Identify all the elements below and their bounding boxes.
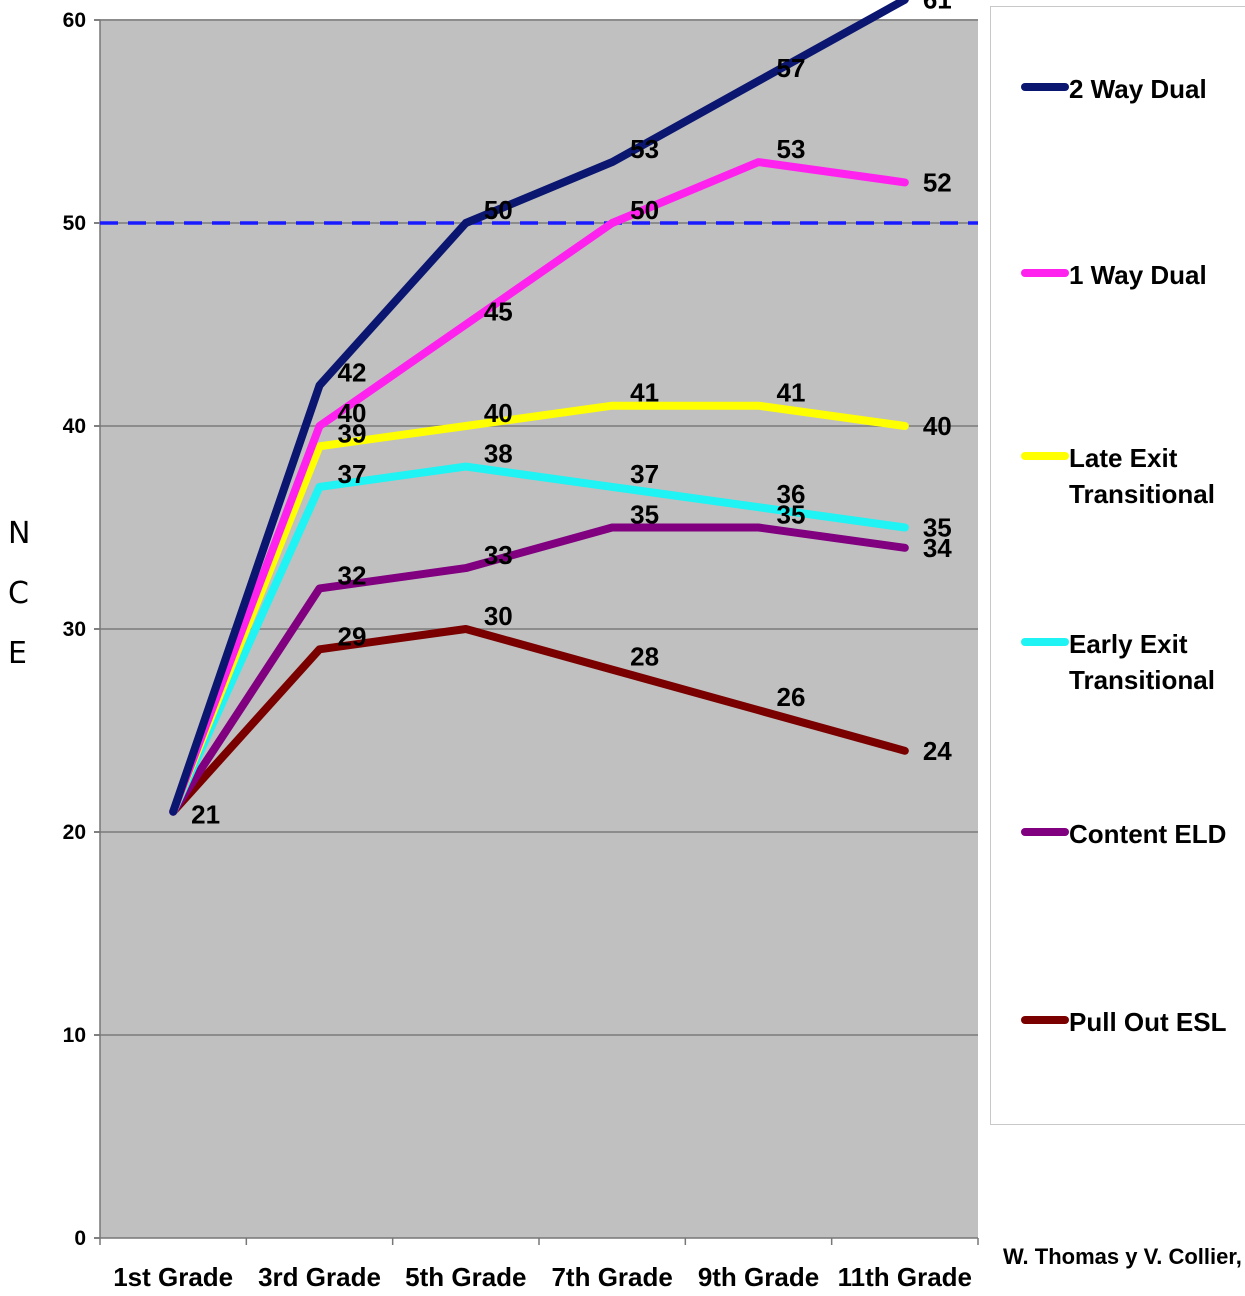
data-label: 37 [630, 459, 659, 489]
data-label: 40 [338, 398, 367, 428]
legend-item-2-way-dual: 2 Way Dual [1021, 71, 1207, 107]
x-tick-label: 9th Grade [698, 1262, 819, 1292]
y-tick-label: 0 [74, 1227, 86, 1250]
legend-item-late-exit-transitional: Late Exit Transitional [1021, 440, 1215, 512]
legend-item-early-exit-transitional: Early Exit Transitional [1021, 626, 1215, 698]
data-label: 32 [338, 560, 367, 590]
data-label: 52 [923, 167, 952, 197]
data-label: 50 [484, 195, 513, 225]
series-line-content-eld [169, 523, 909, 816]
data-label: 24 [923, 736, 952, 766]
data-label: 40 [923, 411, 952, 441]
legend-label: 1 Way Dual [1069, 260, 1207, 290]
x-tick-label: 1st Grade [113, 1262, 233, 1292]
series-line-pull-out-esl [169, 625, 909, 816]
chart-legend: 2 Way Dual 1 Way Dual Late Exit Transiti… [990, 6, 1245, 1125]
data-label: 35 [630, 500, 659, 530]
legend-label: 2 Way Dual [1069, 74, 1207, 104]
data-label: 50 [630, 195, 659, 225]
legend-swatch [1021, 452, 1069, 460]
data-label: 37 [338, 459, 367, 489]
y-tick-label: 60 [63, 9, 86, 32]
data-label: 40 [484, 398, 513, 428]
legend-swatch [1021, 828, 1069, 836]
y-tick-label: 10 [63, 1024, 86, 1047]
y-tick-label: 50 [63, 212, 86, 235]
x-tick-label: 11th Grade [838, 1262, 972, 1292]
legend-item-pull-out-esl: Pull Out ESL [1021, 1004, 1226, 1040]
series-line-late-exit-transitional [169, 401, 909, 816]
legend-swatch [1021, 83, 1069, 91]
data-label: 45 [484, 297, 513, 327]
data-label: 39 [338, 418, 367, 448]
legend-item-1-way-dual: 1 Way Dual [1021, 257, 1207, 293]
legend-swatch [1021, 638, 1069, 646]
legend-swatch [1021, 269, 1069, 277]
legend-label: Content ELD [1069, 819, 1227, 849]
data-label: 41 [630, 378, 659, 408]
x-tick-label: 5th Grade [405, 1262, 526, 1292]
data-label: 21 [191, 800, 220, 830]
series-line-2-way-dual [169, 0, 909, 816]
data-label: 33 [484, 540, 513, 570]
y-axis-label-letter-n: N [8, 516, 31, 551]
y-tick-label: 20 [63, 821, 86, 844]
data-label: 61 [923, 0, 952, 15]
legend-label: Late Exit Transitional [1069, 443, 1215, 509]
data-label: 35 [923, 513, 952, 543]
data-label: 29 [338, 621, 367, 651]
data-label: 36 [777, 479, 806, 509]
data-label: 38 [484, 439, 513, 469]
data-label: 26 [777, 682, 806, 712]
series-line-1-way-dual [169, 158, 909, 816]
x-tick-label: 3rd Grade [258, 1262, 381, 1292]
legend-label: Pull Out ESL [1069, 1007, 1227, 1037]
data-label: 57 [777, 53, 806, 83]
series-line-early-exit-transitional [169, 462, 909, 816]
data-label: 53 [777, 134, 806, 164]
data-label: 42 [338, 357, 367, 387]
legend-swatch [1021, 1016, 1069, 1024]
legend-item-content-eld: Content ELD [1021, 816, 1226, 852]
data-label: 34 [923, 533, 952, 563]
y-tick-label: 30 [63, 618, 86, 641]
data-label: 28 [630, 642, 659, 672]
data-label: 41 [777, 378, 806, 408]
x-tick-label: 7th Grade [551, 1262, 672, 1292]
y-tick-label: 40 [63, 415, 86, 438]
y-axis-label-letter-e: E [8, 636, 27, 671]
data-label: 35 [777, 500, 806, 530]
data-label: 53 [630, 134, 659, 164]
y-axis-label-letter-c: C [8, 576, 29, 611]
legend-label: Early Exit Transitional [1069, 629, 1215, 695]
source-credit: W. Thomas y V. Collier, [1003, 1244, 1242, 1269]
data-label: 30 [484, 601, 513, 631]
